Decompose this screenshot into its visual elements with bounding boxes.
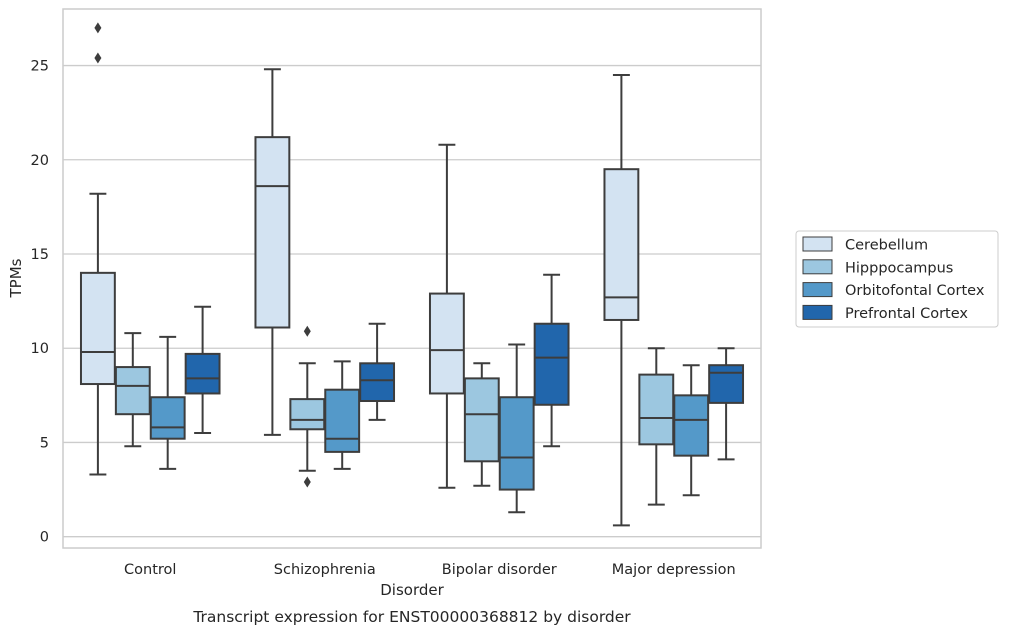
box-iqr: [289, 398, 326, 431]
outlier-point: [303, 476, 311, 488]
box-iqr: [149, 396, 186, 440]
box-plot-item: [428, 143, 465, 489]
outlier-point: [303, 325, 311, 337]
legend: Cerebellum Hipppocampus Orbitofontal Corte…: [795, 230, 999, 328]
series-group: [149, 335, 710, 514]
legend-frame: [795, 230, 999, 328]
x-axis-ticks: Control Schizophrenia Bipolar disorder Majo…: [124, 562, 736, 578]
box-series: [79, 22, 745, 527]
box-plot-item: [149, 335, 186, 470]
box-iqr: [673, 394, 710, 457]
box-iqr: [603, 168, 640, 321]
box-iqr: [79, 271, 116, 386]
box-iqr: [428, 292, 465, 395]
box-iqr: [498, 396, 535, 491]
box-iqr: [359, 362, 396, 402]
legend-label: Orbitofontal Cortex: [845, 283, 985, 299]
series-group: [79, 22, 640, 527]
box-plot-item: [673, 364, 710, 497]
box-plot-item: [184, 305, 221, 435]
x-tick-label: Schizophrenia: [274, 562, 376, 578]
legend-swatch: [802, 236, 833, 252]
box-plot-item: [603, 73, 640, 527]
box-iqr: [463, 377, 500, 463]
box-plot-item: [254, 68, 291, 436]
box-iqr: [638, 373, 675, 446]
y-tick-label: 25: [31, 59, 49, 75]
legend-swatch: [802, 259, 833, 275]
y-tick-label: 10: [31, 341, 49, 357]
box-iqr: [708, 364, 745, 404]
y-tick-label: 0: [40, 530, 49, 546]
box-iqr: [114, 366, 151, 416]
x-tick-label: Control: [124, 562, 176, 578]
y-tick-label: 15: [31, 247, 49, 263]
box-plot-item: [708, 347, 745, 461]
legend-label: Hipppocampus: [845, 260, 953, 276]
x-tick-label: Major depression: [612, 562, 736, 578]
box-plot-item: [289, 325, 326, 488]
legend-label: Prefrontal Cortex: [845, 306, 968, 322]
box-plot-item: [79, 22, 116, 476]
y-axis-label: TPMs: [7, 258, 25, 298]
y-tick-label: 20: [31, 153, 49, 169]
y-axis-ticks: 0 5 10 15 20 25: [31, 59, 49, 546]
box-iqr: [184, 352, 221, 395]
box-plot-item: [463, 362, 500, 487]
legend-swatch: [802, 282, 833, 298]
outlier-point: [94, 52, 102, 64]
plot-area-frame: [62, 8, 762, 549]
y-tick-label: 5: [40, 435, 49, 451]
outlier-point: [94, 22, 102, 34]
box-plot-item: [533, 273, 570, 448]
box-plot-item: [638, 347, 675, 506]
x-tick-label: Bipolar disorder: [442, 562, 557, 578]
box-iqr: [254, 136, 291, 329]
x-axis-label: Disorder: [380, 581, 444, 599]
box-plot-item: [114, 332, 151, 448]
figure-caption: Transcript expression for ENST0000036881…: [192, 608, 631, 626]
legend-label: Cerebellum: [845, 238, 928, 254]
series-group: [114, 325, 675, 506]
grid-lines: [63, 64, 761, 538]
series-group: [184, 273, 745, 461]
legend-swatch: [802, 304, 833, 320]
box-plot-item: [498, 343, 535, 514]
box-plot-item: [324, 360, 361, 470]
box-iqr: [324, 388, 361, 453]
box-iqr: [533, 322, 570, 406]
box-plot-item: [359, 322, 396, 421]
